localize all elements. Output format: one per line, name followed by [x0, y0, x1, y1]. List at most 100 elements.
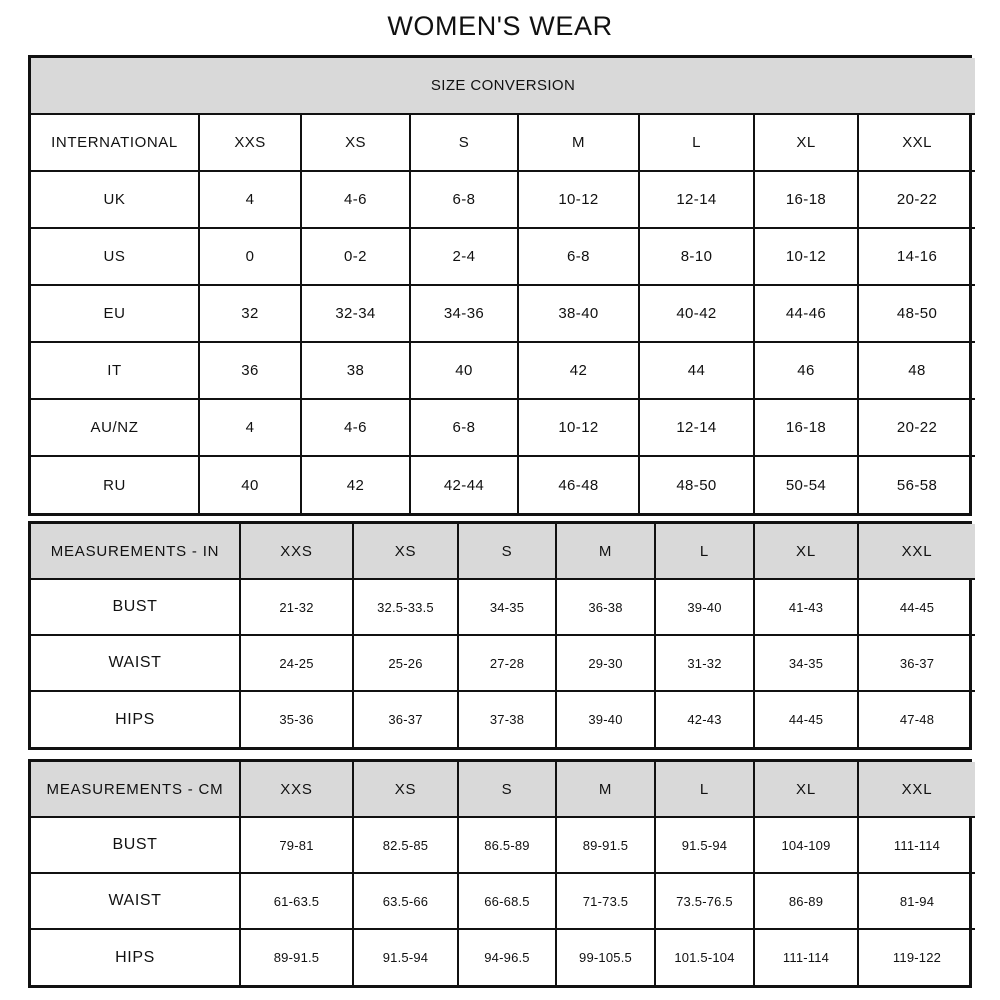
row-label-uk: UK: [31, 170, 200, 229]
measurements-in-size-xxs: XXS: [239, 524, 354, 580]
cell-bust-cm-xxs: 79-81: [239, 816, 354, 874]
header-size-xxl: XXL: [856, 113, 976, 172]
cell-ru-l: 48-50: [638, 455, 755, 513]
measurements-in-body: MEASUREMENTS - IN XXS XS S M L XL XXL BU…: [31, 524, 975, 747]
cell-eu-xs: 32-34: [300, 284, 411, 343]
measurements-in-size-m: M: [555, 524, 656, 580]
measurements-cm-size-s: S: [457, 762, 557, 818]
cell-ru-xxs: 40: [198, 455, 302, 513]
header-size-s: S: [409, 113, 519, 172]
cell-waist-in-l: 31-32: [654, 634, 755, 692]
cell-uk-l: 12-14: [638, 170, 755, 229]
cell-hips-cm-xs: 91.5-94: [352, 928, 459, 985]
header-label-international: INTERNATIONAL: [31, 113, 200, 172]
cell-bust-cm-m: 89-91.5: [555, 816, 656, 874]
cell-hips-cm-l: 101.5-104: [654, 928, 755, 985]
size-conversion-body: SIZE CONVERSION INTERNATIONAL XXS XS S M…: [31, 58, 976, 513]
cell-hips-cm-s: 94-96.5: [457, 928, 557, 985]
table-row: WAIST 24-25 25-26 27-28 29-30 31-32 34-3…: [31, 634, 975, 692]
cell-ru-m: 46-48: [517, 455, 640, 513]
cell-aunz-l: 12-14: [638, 398, 755, 457]
cell-us-xxl: 14-16: [856, 227, 976, 286]
cell-hips-in-xxs: 35-36: [239, 690, 354, 747]
measurements-in-size-l: L: [654, 524, 755, 580]
row-label-hips-cm: HIPS: [31, 928, 241, 985]
cell-aunz-xxs: 4: [198, 398, 302, 457]
row-label-bust-cm: BUST: [31, 816, 241, 874]
header-size-xs: XS: [300, 113, 411, 172]
cell-hips-cm-xl: 111-114: [753, 928, 859, 985]
header-size-l: L: [638, 113, 755, 172]
cell-us-l: 8-10: [638, 227, 755, 286]
row-label-waist-cm: WAIST: [31, 872, 241, 930]
cell-uk-xs: 4-6: [300, 170, 411, 229]
cell-aunz-m: 10-12: [517, 398, 640, 457]
cell-eu-xl: 44-46: [753, 284, 859, 343]
size-conversion-table: SIZE CONVERSION INTERNATIONAL XXS XS S M…: [28, 55, 976, 516]
cell-aunz-xs: 4-6: [300, 398, 411, 457]
cell-it-l: 44: [638, 341, 755, 400]
measurements-in-header-row: MEASUREMENTS - IN XXS XS S M L XL XXL: [31, 524, 975, 580]
row-label-waist-in: WAIST: [31, 634, 241, 692]
cell-bust-in-s: 34-35: [457, 578, 557, 636]
page-title: WOMEN'S WEAR: [387, 11, 613, 41]
measurements-cm-size-xxs: XXS: [239, 762, 354, 818]
table-row: EU 32 32-34 34-36 38-40 40-42 44-46 48-5…: [31, 284, 976, 343]
cell-us-m: 6-8: [517, 227, 640, 286]
cell-uk-s: 6-8: [409, 170, 519, 229]
cell-aunz-xl: 16-18: [753, 398, 859, 457]
cell-hips-in-xl: 44-45: [753, 690, 859, 747]
header-size-xxs: XXS: [198, 113, 302, 172]
cell-it-m: 42: [517, 341, 640, 400]
cell-hips-cm-m: 99-105.5: [555, 928, 656, 985]
cell-waist-in-xxl: 36-37: [857, 634, 975, 692]
cell-eu-s: 34-36: [409, 284, 519, 343]
table-row: BUST 79-81 82.5-85 86.5-89 89-91.5 91.5-…: [31, 816, 975, 874]
size-conversion-banner-row: SIZE CONVERSION: [31, 58, 976, 115]
cell-hips-cm-xxl: 119-122: [857, 928, 975, 985]
measurements-in-size-xs: XS: [352, 524, 459, 580]
header-size-xl: XL: [753, 113, 859, 172]
row-label-aunz: AU/NZ: [31, 398, 200, 457]
cell-waist-cm-m: 71-73.5: [555, 872, 656, 930]
cell-waist-cm-l: 73.5-76.5: [654, 872, 755, 930]
measurements-cm-size-xs: XS: [352, 762, 459, 818]
cell-waist-cm-xl: 86-89: [753, 872, 859, 930]
cell-hips-in-xxl: 47-48: [857, 690, 975, 747]
cell-ru-xl: 50-54: [753, 455, 859, 513]
cell-waist-in-xs: 25-26: [352, 634, 459, 692]
cell-bust-in-m: 36-38: [555, 578, 656, 636]
cell-ru-xxl: 56-58: [856, 455, 976, 513]
cell-waist-cm-xs: 63.5-66: [352, 872, 459, 930]
cell-waist-in-s: 27-28: [457, 634, 557, 692]
size-conversion-header-row: INTERNATIONAL XXS XS S M L XL XXL: [31, 113, 976, 172]
table-row: RU 40 42 42-44 46-48 48-50 50-54 56-58: [31, 455, 976, 513]
cell-it-s: 40: [409, 341, 519, 400]
measurements-in-size-s: S: [457, 524, 557, 580]
cell-bust-cm-xl: 104-109: [753, 816, 859, 874]
measurements-cm-size-m: M: [555, 762, 656, 818]
cell-bust-cm-xxl: 111-114: [857, 816, 975, 874]
size-conversion-banner: SIZE CONVERSION: [31, 58, 976, 115]
cell-it-xxl: 48: [856, 341, 976, 400]
cell-waist-cm-xxl: 81-94: [857, 872, 975, 930]
measurements-cm-header-row: MEASUREMENTS - CM XXS XS S M L XL XXL: [31, 762, 975, 818]
cell-waist-cm-xxs: 61-63.5: [239, 872, 354, 930]
cell-it-xxs: 36: [198, 341, 302, 400]
measurements-cm-size-xl: XL: [753, 762, 859, 818]
measurements-in-size-xl: XL: [753, 524, 859, 580]
table-row: AU/NZ 4 4-6 6-8 10-12 12-14 16-18 20-22: [31, 398, 976, 457]
cell-ru-xs: 42: [300, 455, 411, 513]
cell-bust-in-xl: 41-43: [753, 578, 859, 636]
cell-us-xxs: 0: [198, 227, 302, 286]
cell-bust-in-l: 39-40: [654, 578, 755, 636]
cell-aunz-s: 6-8: [409, 398, 519, 457]
cell-hips-in-s: 37-38: [457, 690, 557, 747]
cell-eu-xxs: 32: [198, 284, 302, 343]
cell-us-xs: 0-2: [300, 227, 411, 286]
row-label-ru: RU: [31, 455, 200, 513]
cell-waist-in-m: 29-30: [555, 634, 656, 692]
cell-hips-in-m: 39-40: [555, 690, 656, 747]
cell-hips-in-xs: 36-37: [352, 690, 459, 747]
measurements-in-table: MEASUREMENTS - IN XXS XS S M L XL XXL BU…: [28, 521, 975, 750]
